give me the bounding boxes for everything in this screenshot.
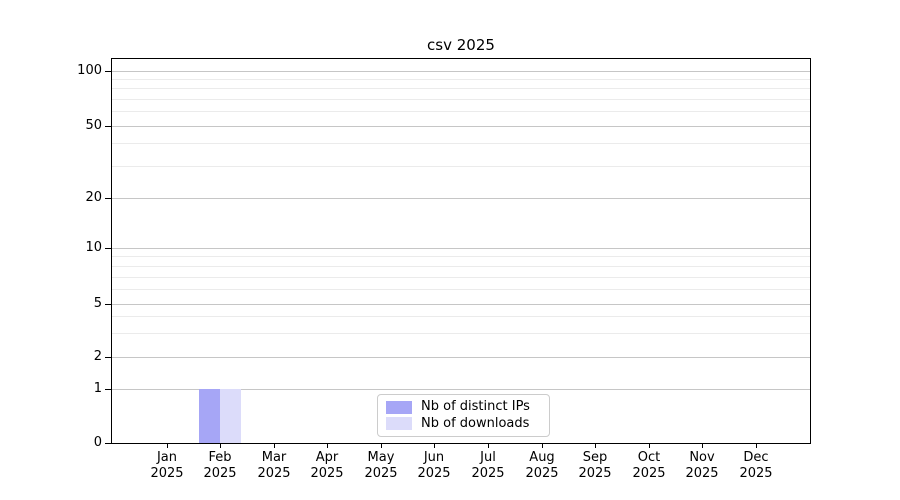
x-tick-label-sep: Sep 2025 — [578, 450, 612, 481]
x-tick-sep — [595, 443, 596, 448]
y-tick-label-10: 10 — [85, 240, 102, 255]
legend-label-downloads: Nb of downloads — [421, 415, 530, 431]
bar-nb-of-downloads-feb — [220, 389, 241, 443]
gridline-minor-8 — [112, 266, 810, 267]
y-tick-20 — [105, 198, 111, 199]
y-tick-label-2: 2 — [93, 349, 102, 364]
x-tick-apr — [327, 443, 328, 448]
x-tick-feb — [220, 443, 221, 448]
x-tick-may — [381, 443, 382, 448]
x-tick-label-oct: Oct 2025 — [632, 450, 666, 481]
y-tick-50 — [105, 126, 111, 127]
x-tick-jun — [434, 443, 435, 448]
y-tick-label-0: 0 — [93, 435, 102, 450]
y-tick-10 — [105, 248, 111, 249]
gridline-major-20 — [112, 198, 810, 199]
gridline-major-5 — [112, 304, 810, 305]
legend-label-distinct-ips: Nb of distinct IPs — [421, 399, 530, 415]
x-tick-label-jun: Jun 2025 — [417, 450, 451, 481]
gridline-minor-3 — [112, 333, 810, 334]
x-tick-label-may: May 2025 — [364, 450, 398, 481]
x-tick-label-nov: Nov 2025 — [685, 450, 719, 481]
gridline-major-100 — [112, 71, 810, 72]
legend-item-downloads: Nb of downloads — [386, 416, 541, 433]
y-tick-label-50: 50 — [85, 118, 102, 133]
y-tick-label-100: 100 — [77, 63, 102, 78]
y-tick-2 — [105, 357, 111, 358]
x-tick-dec — [756, 443, 757, 448]
gridline-minor-90 — [112, 79, 810, 80]
plot-area — [111, 58, 811, 444]
gridline-major-10 — [112, 248, 810, 249]
y-tick-100 — [105, 71, 111, 72]
y-tick-label-5: 5 — [93, 296, 102, 311]
y-tick-0 — [105, 443, 111, 444]
x-tick-label-jan: Jan 2025 — [150, 450, 184, 481]
gridline-major-1 — [112, 389, 810, 390]
gridline-minor-60 — [112, 111, 810, 112]
x-tick-label-jul: Jul 2025 — [471, 450, 505, 481]
chart-title: csv 2025 — [427, 36, 495, 54]
gridline-minor-6 — [112, 289, 810, 290]
gridline-minor-30 — [112, 166, 810, 167]
y-tick-1 — [105, 389, 111, 390]
legend-swatch-downloads — [386, 417, 412, 431]
gridline-minor-9 — [112, 256, 810, 257]
x-tick-nov — [702, 443, 703, 448]
gridline-minor-7 — [112, 277, 810, 278]
x-tick-label-aug: Aug 2025 — [525, 450, 559, 481]
x-tick-label-mar: Mar 2025 — [257, 450, 291, 481]
y-tick-5 — [105, 304, 111, 305]
x-tick-jan — [167, 443, 168, 448]
bar-nb-of-distinct-ips-feb — [199, 389, 220, 443]
y-tick-label-20: 20 — [85, 190, 102, 205]
legend-item-distinct-ips: Nb of distinct IPs — [386, 399, 541, 416]
gridline-minor-4 — [112, 316, 810, 317]
gridline-minor-80 — [112, 88, 810, 89]
gridline-minor-40 — [112, 143, 810, 144]
gridline-minor-70 — [112, 99, 810, 100]
gridline-major-50 — [112, 126, 810, 127]
x-tick-oct — [649, 443, 650, 448]
x-tick-aug — [542, 443, 543, 448]
x-tick-label-dec: Dec 2025 — [739, 450, 773, 481]
legend-swatch-distinct-ips — [386, 400, 412, 414]
gridline-major-2 — [112, 357, 810, 358]
y-tick-label-1: 1 — [93, 381, 102, 396]
legend: Nb of distinct IPs Nb of downloads — [377, 394, 550, 437]
x-tick-mar — [274, 443, 275, 448]
x-tick-label-feb: Feb 2025 — [203, 450, 237, 481]
x-tick-jul — [488, 443, 489, 448]
x-tick-label-apr: Apr 2025 — [310, 450, 344, 481]
